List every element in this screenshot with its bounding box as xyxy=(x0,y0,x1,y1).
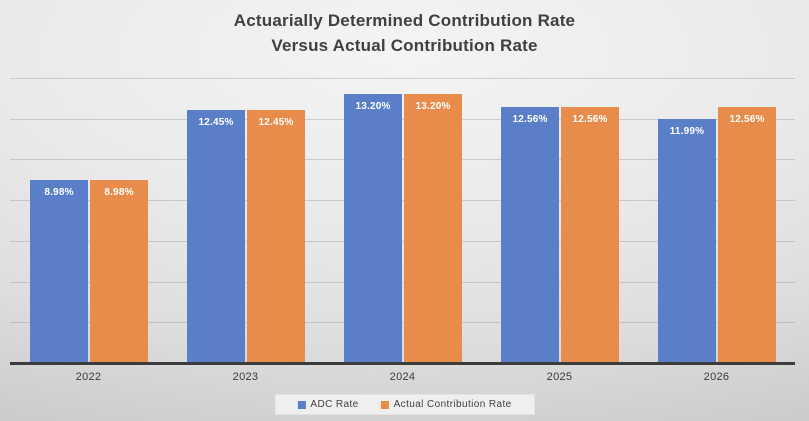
bar-actual-contribution-rate-2024: 13.20% xyxy=(404,94,462,363)
bar-actual-contribution-rate-2025: 12.56% xyxy=(561,107,619,363)
bar-actual-contribution-rate-2023: 12.45% xyxy=(247,110,305,363)
legend-item-adc-rate: ADC Rate xyxy=(297,399,358,410)
gridline xyxy=(10,241,795,242)
chart-title-line-1: Actuarially Determined Contribution Rate xyxy=(233,11,576,30)
bar-data-label: 8.98% xyxy=(44,187,74,198)
x-axis-label-2022: 2022 xyxy=(75,371,102,383)
bar-adc-rate-2024: 13.20% xyxy=(344,94,402,363)
bar-actual-contribution-rate-2026: 12.56% xyxy=(718,107,776,363)
bar-data-label: 12.45% xyxy=(198,117,234,128)
bar-data-label: 11.99% xyxy=(669,126,705,137)
x-axis-labels: 2022 2023 2024 2025 2026 xyxy=(10,371,795,385)
bar-data-label: 12.56% xyxy=(572,114,608,125)
gridline xyxy=(10,119,795,120)
legend-swatch-icon xyxy=(297,400,306,409)
gridline xyxy=(10,78,795,79)
legend-label: ADC Rate xyxy=(310,399,359,410)
chart-title: Actuarially Determined Contribution Rate… xyxy=(0,8,809,58)
gridline xyxy=(10,282,795,283)
plot-area: 8.98% 8.98% 12.45% 12.45% 13.20% 13.20% 12.56%… xyxy=(10,78,795,363)
bar-actual-contribution-rate-2022: 8.98% xyxy=(90,180,148,363)
x-axis-label-2024: 2024 xyxy=(389,371,416,383)
legend-item-actual-contribution-rate: Actual Contribution Rate xyxy=(380,399,512,410)
x-axis-line xyxy=(10,362,795,365)
bar-data-label: 13.20% xyxy=(415,101,451,112)
bar-data-label: 12.45% xyxy=(258,117,294,128)
bar-data-label: 12.56% xyxy=(512,114,548,125)
gridline xyxy=(10,200,795,201)
bar-adc-rate-2026: 11.99% xyxy=(658,119,716,363)
legend-swatch-icon xyxy=(380,400,389,409)
x-axis-label-2025: 2025 xyxy=(546,371,573,383)
bar-adc-rate-2022: 8.98% xyxy=(30,180,88,363)
bar-data-label: 13.20% xyxy=(355,101,391,112)
bar-data-label: 12.56% xyxy=(729,114,765,125)
bar-data-label: 8.98% xyxy=(104,187,134,198)
bar-adc-rate-2025: 12.56% xyxy=(501,107,559,363)
x-axis-label-2026: 2026 xyxy=(703,371,730,383)
gridline xyxy=(10,159,795,160)
bar-adc-rate-2023: 12.45% xyxy=(187,110,245,363)
chart-title-line-2: Versus Actual Contribution Rate xyxy=(271,36,538,55)
gridline xyxy=(10,322,795,323)
legend: ADC Rate Actual Contribution Rate xyxy=(274,394,535,415)
x-axis-label-2023: 2023 xyxy=(232,371,259,383)
legend-label: Actual Contribution Rate xyxy=(393,399,512,410)
